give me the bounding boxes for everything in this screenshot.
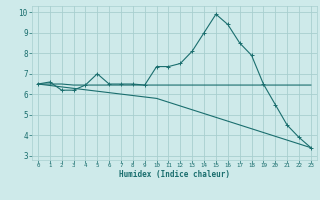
X-axis label: Humidex (Indice chaleur): Humidex (Indice chaleur) [119, 170, 230, 179]
